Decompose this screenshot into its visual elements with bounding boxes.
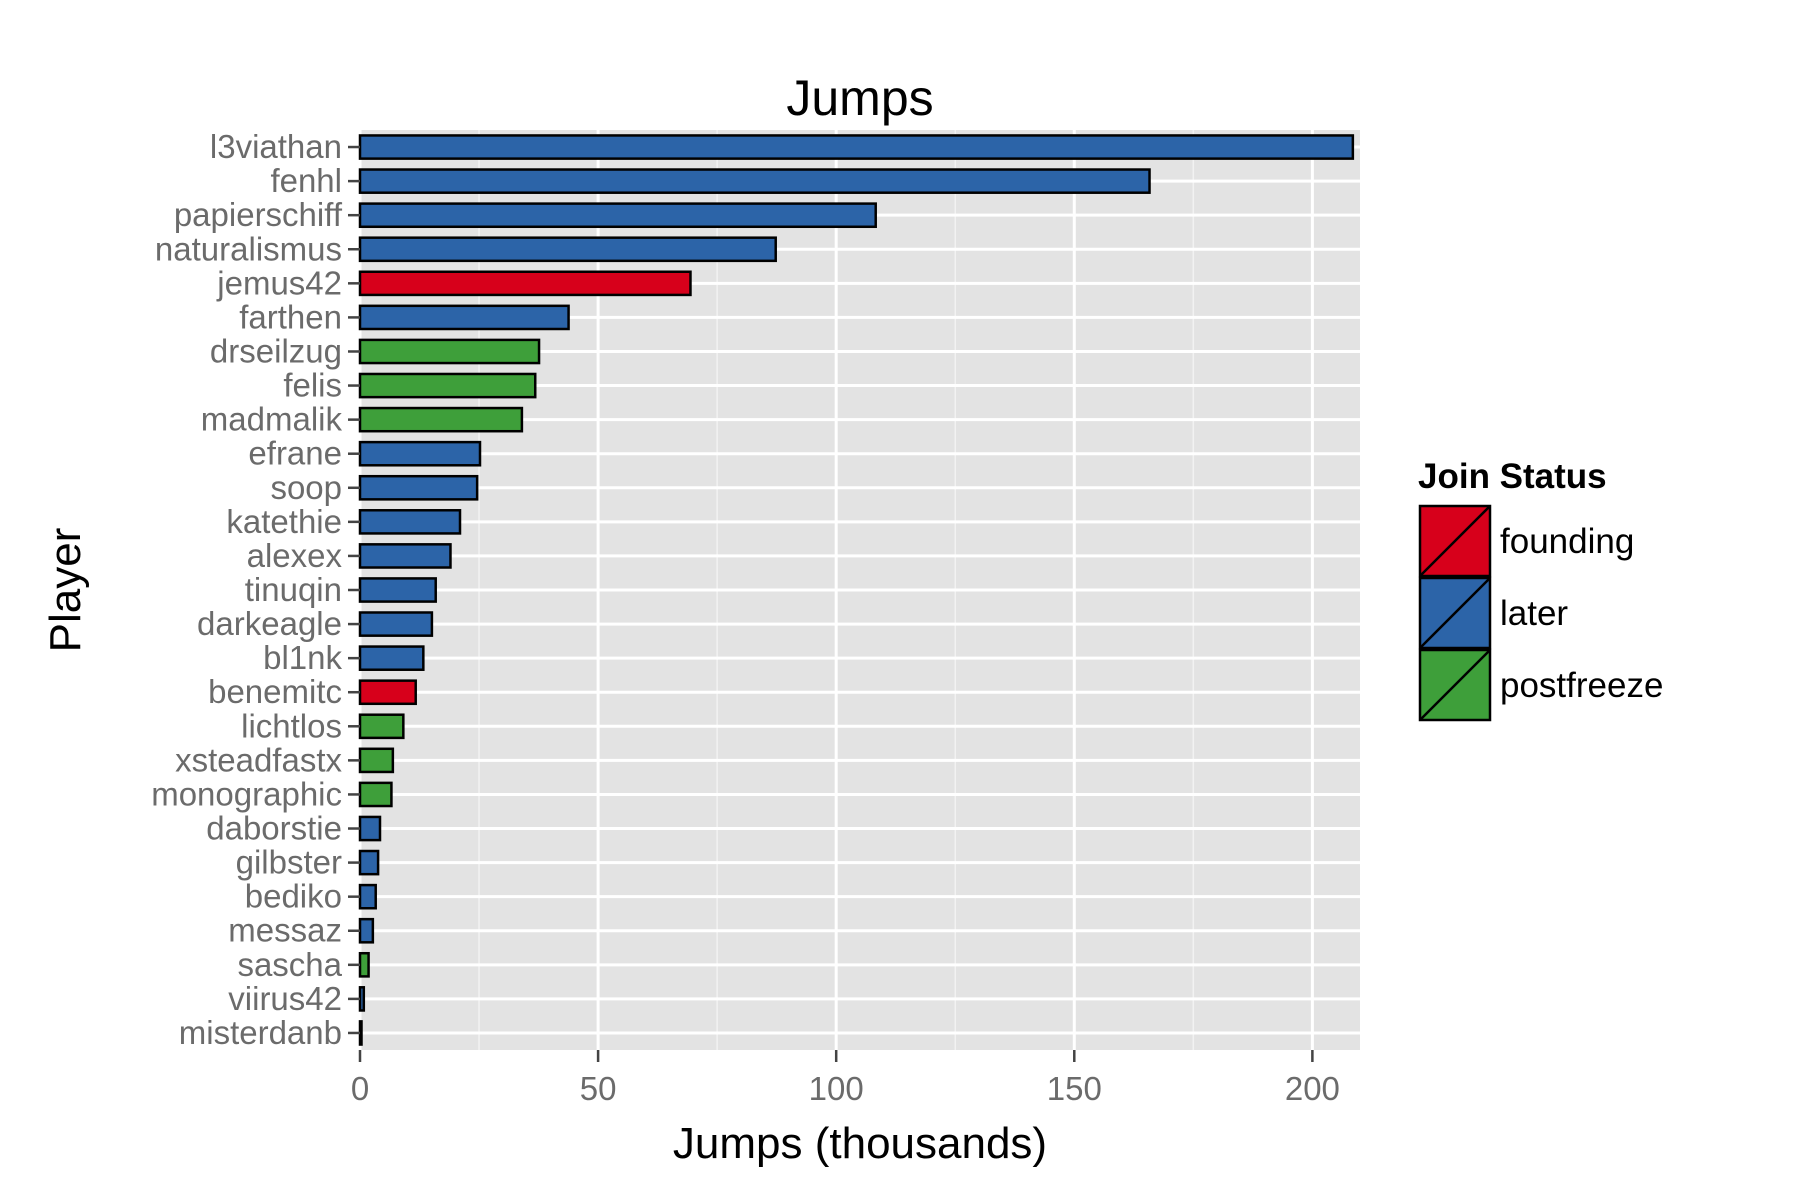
- y-tick-label: fenhl: [270, 162, 342, 199]
- y-tick-label: tinuqin: [245, 571, 342, 608]
- bar-tinuqin: [358, 577, 437, 603]
- legend-title: Join Status: [1418, 457, 1607, 496]
- bar-farthen: [358, 304, 570, 331]
- bar-darkeagle: [358, 611, 434, 637]
- y-tick-label: viirus42: [228, 980, 342, 1017]
- legend-label-later: later: [1500, 594, 1568, 633]
- y-tick-label: farthen: [239, 298, 342, 335]
- y-tick-label: darkeagle: [197, 605, 342, 642]
- bar-fenhl: [358, 168, 1151, 194]
- y-tick-label: monographic: [151, 775, 342, 812]
- bar-sascha: [358, 951, 370, 978]
- bar-messaz: [358, 917, 375, 944]
- y-tick-label: bl1nk: [263, 639, 342, 676]
- y-tick-label: messaz: [228, 912, 342, 949]
- bar-viirus42: [358, 986, 366, 1012]
- y-tick-label: naturalismus: [155, 230, 342, 267]
- y-axis-ticks: l3viathanfenhlpapierschiffnaturalismusje…: [151, 128, 360, 1051]
- y-tick-label: bediko: [245, 878, 342, 915]
- bar-bl1nk: [358, 645, 425, 671]
- bar-madmalik: [358, 406, 524, 433]
- y-tick-label: lichtlos: [241, 707, 342, 744]
- y-tick-label: madmalik: [201, 401, 343, 438]
- bar-misterdanb: [358, 1020, 363, 1046]
- legend-key-slash: [1419, 505, 1491, 577]
- bar-monographic: [358, 781, 393, 808]
- legend-key-slash: [1419, 649, 1491, 721]
- y-tick-label: alexex: [247, 537, 343, 574]
- bar-bediko: [358, 883, 377, 910]
- bar-soop: [358, 474, 479, 501]
- legend: Join Status founding later postfreeze: [1418, 457, 1663, 722]
- y-tick-label: papierschiff: [174, 196, 343, 233]
- x-axis-title: Jumps (thousands): [673, 1119, 1047, 1168]
- y-tick-label: felis: [283, 367, 342, 404]
- y-tick-label: jemus42: [216, 264, 342, 301]
- y-tick-label: l3viathan: [210, 128, 342, 165]
- y-tick-label: daborstie: [206, 810, 342, 847]
- legend-label-postfreeze: postfreeze: [1500, 666, 1663, 705]
- y-tick-label: efrane: [248, 435, 342, 472]
- y-axis-title: Player: [41, 528, 90, 653]
- y-tick-label: gilbster: [236, 844, 342, 881]
- bar-benemitc: [358, 679, 417, 706]
- x-tick-label: 150: [1047, 1070, 1102, 1107]
- bar-xsteadfastx: [358, 747, 395, 774]
- legend-label-founding: founding: [1500, 522, 1634, 561]
- y-tick-label: misterdanb: [179, 1014, 342, 1051]
- x-axis-ticks: 0 50 100 150 200: [351, 1050, 1340, 1107]
- y-tick-label: benemitc: [208, 673, 342, 710]
- bar-lichtlos: [358, 713, 405, 740]
- y-tick-label: xsteadfastx: [175, 741, 342, 778]
- y-tick-label: sascha: [237, 946, 342, 983]
- x-tick-label: 100: [809, 1070, 864, 1107]
- bar-alexex: [358, 543, 452, 569]
- bar-papierschiff: [358, 202, 877, 229]
- chart-title: Jumps: [786, 70, 933, 126]
- x-tick-label: 0: [351, 1070, 369, 1107]
- bar-gilbster: [358, 849, 380, 876]
- legend-key-slash: [1419, 577, 1491, 649]
- bar-drseilzug: [358, 338, 541, 365]
- y-tick-label: drseilzug: [210, 332, 342, 369]
- bar-efrane: [358, 440, 482, 467]
- bar-naturalismus: [358, 236, 777, 263]
- y-tick-label: soop: [270, 469, 342, 506]
- bar-daborstie: [358, 815, 382, 842]
- x-tick-label: 50: [580, 1070, 617, 1107]
- x-tick-label: 200: [1285, 1070, 1340, 1107]
- bar-katethie: [358, 509, 462, 535]
- bar-jemus42: [358, 270, 692, 297]
- bar-felis: [358, 372, 537, 399]
- y-tick-label: katethie: [226, 503, 342, 540]
- bar-l3viathan: [358, 134, 1355, 160]
